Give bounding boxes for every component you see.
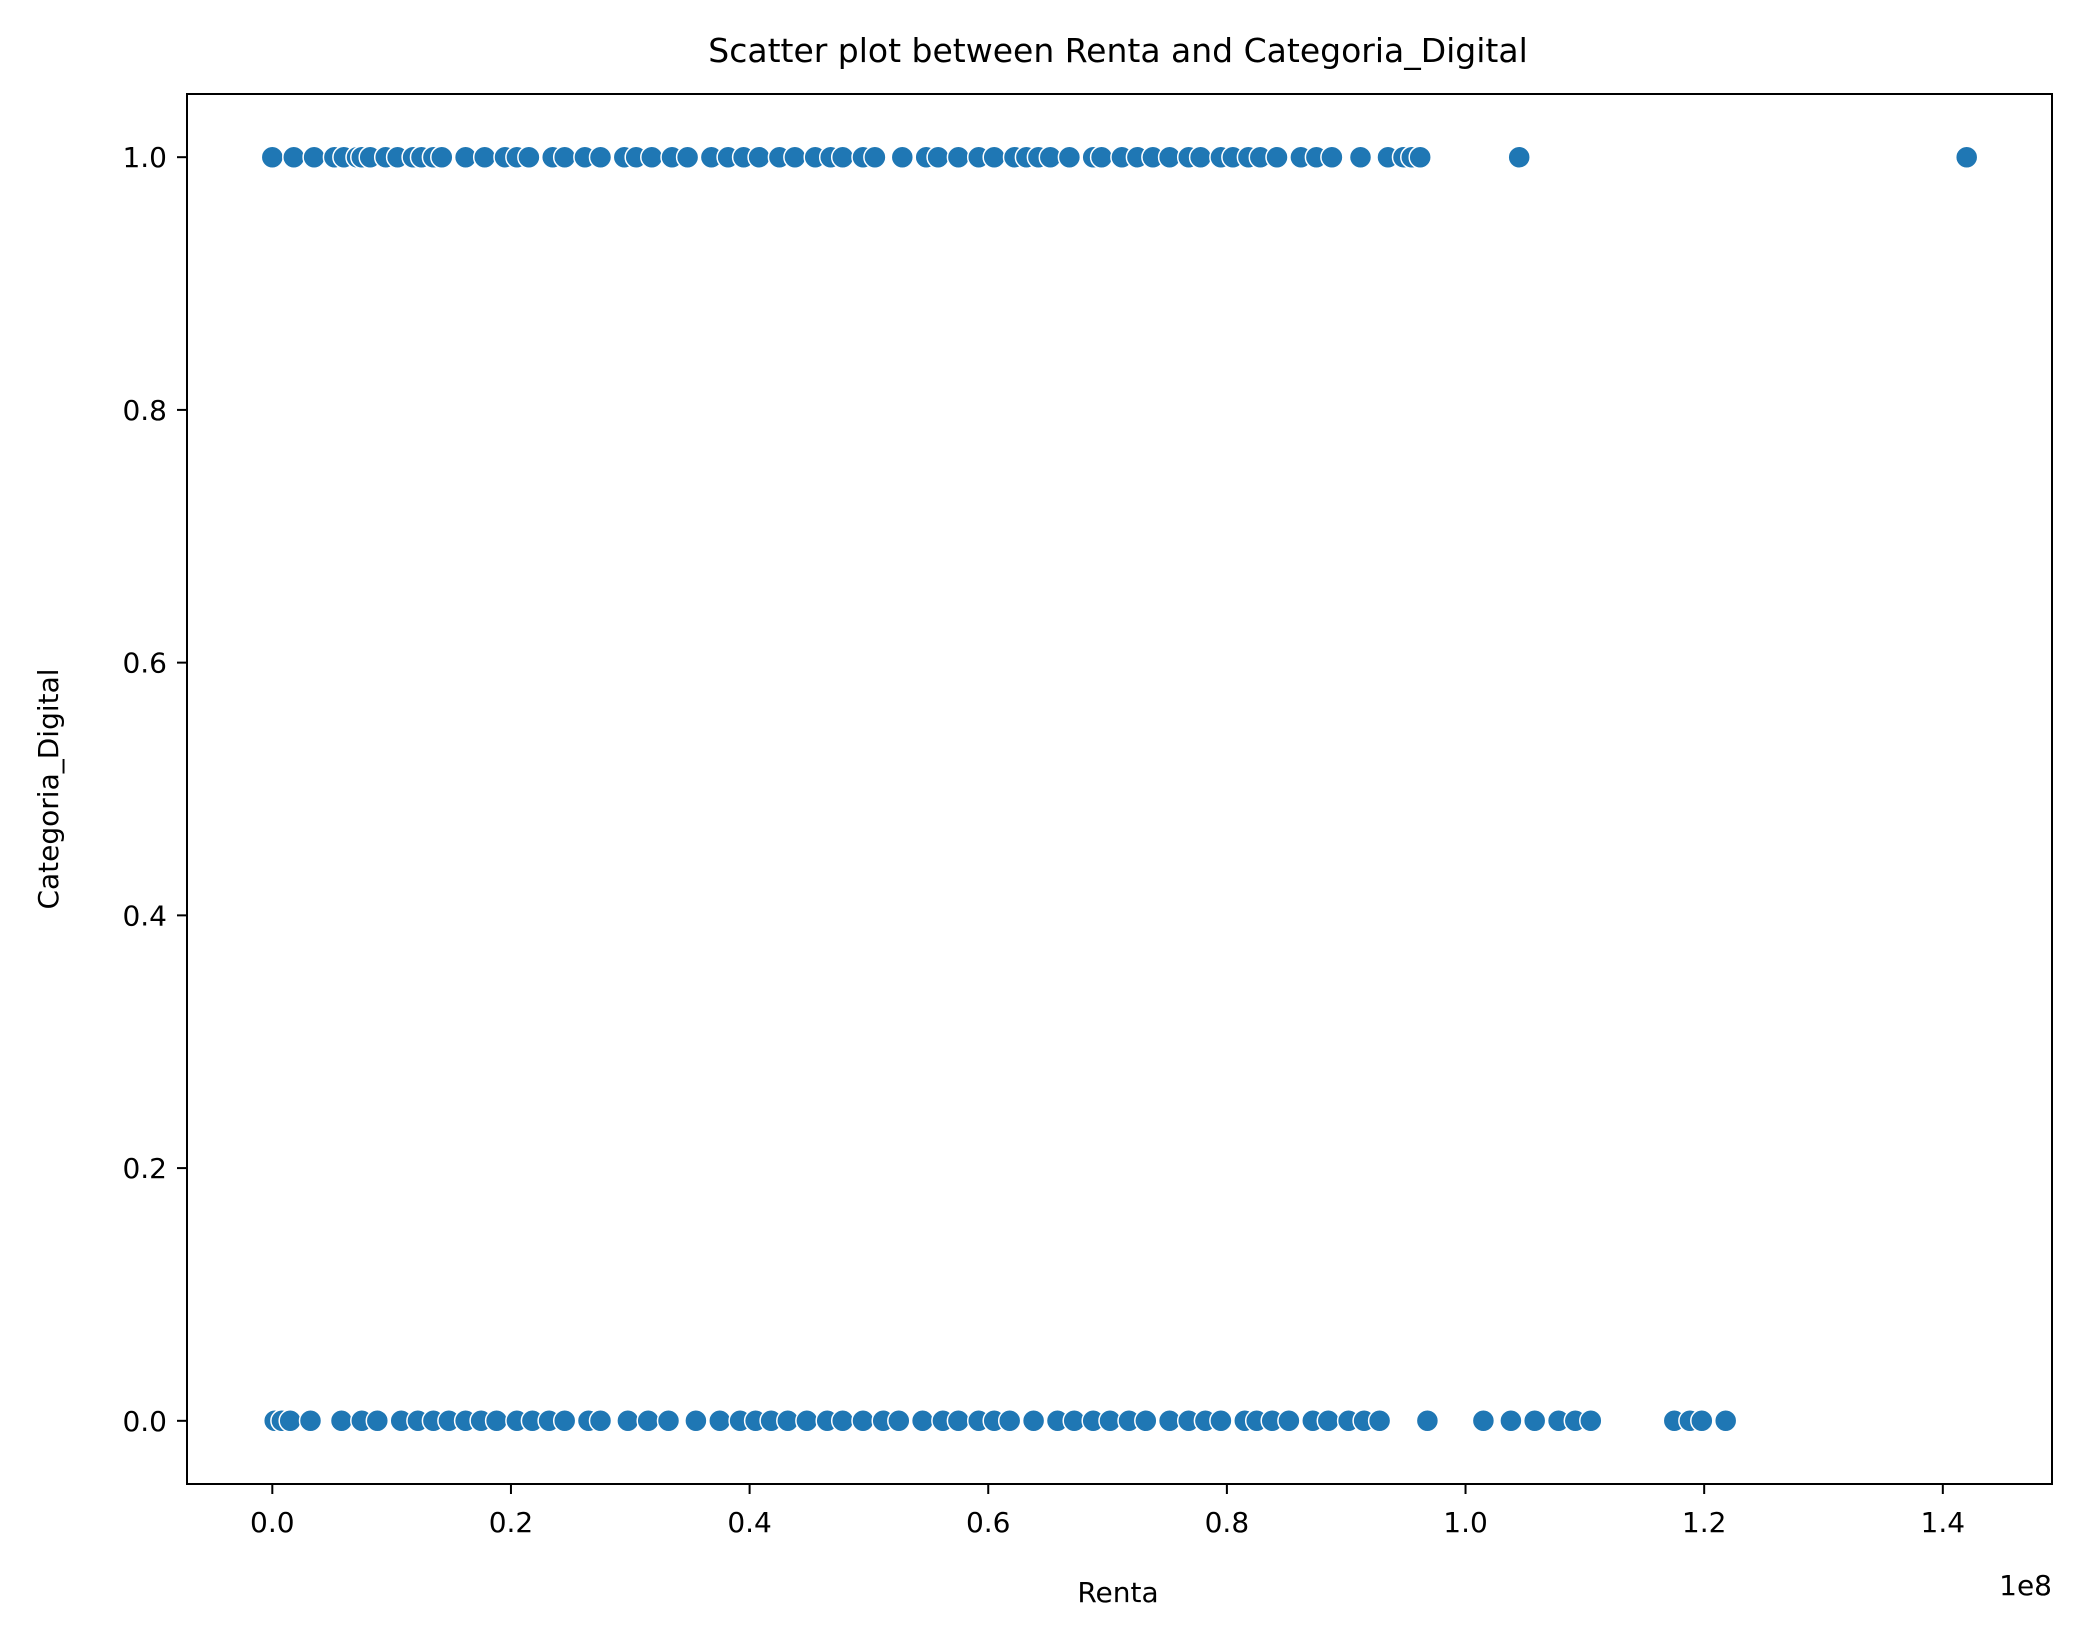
scatter-point <box>1415 1409 1440 1433</box>
y-axis-ticks: 0.0 0.2 0.4 0.6 0.8 1.0 <box>122 141 187 1438</box>
scatter-point <box>946 145 971 169</box>
scatter-point <box>1954 145 1979 169</box>
scatter-point <box>1348 145 1373 169</box>
scatter-point <box>278 1409 302 1433</box>
scatter-point <box>982 145 1006 169</box>
scatter-point <box>588 145 613 169</box>
plot-frame <box>186 93 2053 1485</box>
scatter-point <box>302 145 326 169</box>
scatter-point <box>298 1409 323 1433</box>
markers-layer <box>260 145 1979 1433</box>
scatter-point <box>747 145 771 169</box>
y-axis-label: Categoria_Digital <box>32 668 65 909</box>
x-tick-label: 1.4 <box>1921 1506 1966 1539</box>
y-tick-label: 0.4 <box>122 899 167 932</box>
x-tick-label: 0.0 <box>250 1506 295 1539</box>
scatter-point <box>1057 145 1082 169</box>
scatter-point <box>282 145 306 169</box>
scatter-point <box>1209 1409 1233 1433</box>
chart-title: Scatter plot between Renta and Categoria… <box>708 31 1528 70</box>
x-tick-label: 0.4 <box>727 1506 772 1539</box>
scatter-point <box>1507 145 1531 169</box>
x-tick-label: 0.8 <box>1205 1506 1250 1539</box>
scatter-point <box>1408 145 1432 169</box>
scatter-point <box>1499 1409 1523 1433</box>
scatter-point <box>783 145 807 169</box>
scatter-point <box>851 1409 875 1433</box>
scatter-point <box>1188 145 1213 169</box>
scatter-point <box>588 1409 613 1433</box>
x-tick-label: 0.6 <box>966 1506 1011 1539</box>
scatter-point <box>1690 1409 1714 1433</box>
scatter-point <box>472 145 497 169</box>
scatter-point <box>887 1409 911 1433</box>
scatter-point <box>1134 1409 1158 1433</box>
x-tick-label: 0.2 <box>489 1506 534 1539</box>
x-axis-ticks: 0.0 0.2 0.4 0.6 0.8 1.0 1.2 1.4 <box>250 1484 1965 1539</box>
x-tick-label: 1.0 <box>1443 1506 1488 1539</box>
y-tick-label: 1.0 <box>122 141 167 174</box>
scatter-point <box>430 145 454 169</box>
scatter-point <box>910 1409 935 1433</box>
scatter-point <box>636 1409 660 1433</box>
x-axis-offset-label: 1e8 <box>1999 1569 2052 1602</box>
scatter-point <box>830 1409 855 1433</box>
scatter-point <box>926 145 950 169</box>
scatter-point <box>484 1409 509 1433</box>
x-tick-label: 1.2 <box>1682 1506 1727 1539</box>
scatter-point <box>1579 1409 1603 1433</box>
x-axis-label: Renta <box>1077 1576 1158 1609</box>
y-tick-label: 0.6 <box>122 647 167 680</box>
scatter-point <box>260 145 285 169</box>
y-tick-label: 0.0 <box>122 1405 167 1438</box>
scatter-point <box>616 1409 640 1433</box>
scatter-point <box>329 1409 354 1433</box>
scatter-point <box>656 1409 681 1433</box>
scatter-point <box>708 1409 732 1433</box>
scatter-point <box>1277 1409 1301 1433</box>
scatter-point <box>365 1409 390 1433</box>
scatter-point <box>1265 145 1289 169</box>
scatter-point <box>1021 1409 1046 1433</box>
scatter-point <box>640 145 664 169</box>
scatter-point <box>890 145 915 169</box>
scatter-point <box>1320 145 1344 169</box>
scatter-point <box>1367 1409 1392 1433</box>
scatter-point <box>1316 1409 1341 1433</box>
scatter-point <box>684 1409 708 1433</box>
scatter-point <box>552 145 577 169</box>
scatter-point <box>1713 1409 1738 1433</box>
scatter-point <box>552 1409 577 1433</box>
scatter-point <box>675 145 700 169</box>
scatter-point <box>997 1409 1022 1433</box>
scatter-point <box>946 1409 971 1433</box>
scatter-point <box>830 145 855 169</box>
scatter-point <box>863 145 887 169</box>
scatter-point <box>517 145 541 169</box>
scatter-point <box>1089 145 1114 169</box>
scatter-point <box>1522 1409 1547 1433</box>
y-tick-label: 0.2 <box>122 1152 167 1185</box>
y-tick-label: 0.8 <box>122 394 167 427</box>
scatter-point <box>1471 1409 1496 1433</box>
scatter-point <box>795 1409 819 1433</box>
